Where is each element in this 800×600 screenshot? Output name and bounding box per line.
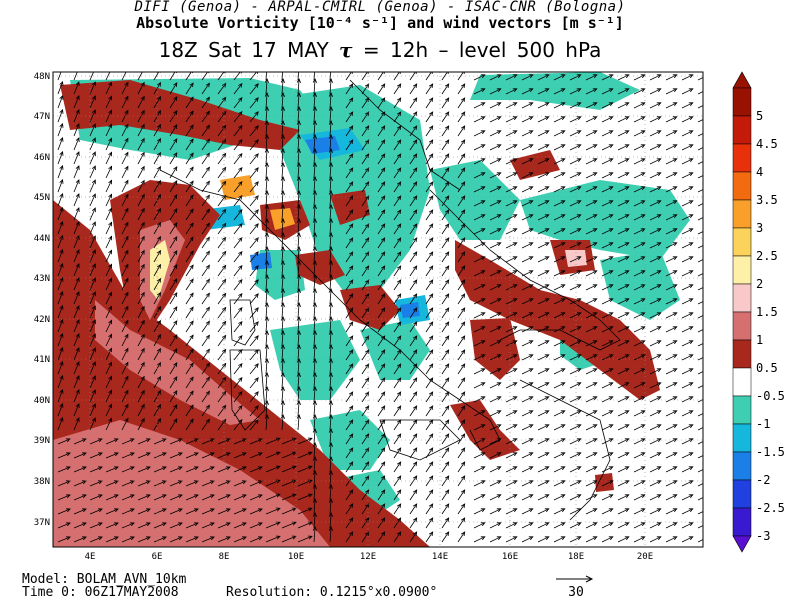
positive-vorticity-greece — [595, 473, 614, 492]
colorbar-segment — [732, 87, 752, 117]
colorbar-segment — [732, 311, 752, 341]
colorbar-label: 3 — [756, 221, 763, 235]
colorbar-segment — [732, 171, 752, 201]
wind-vectors — [57, 72, 703, 543]
lon-label: 20E — [637, 552, 653, 562]
colorbar-segment — [732, 283, 752, 313]
colorbar-top-arrow — [732, 71, 752, 89]
lon-label: 14E — [432, 552, 448, 562]
forecast-date: 18Z Sat 17 MAY — [158, 38, 329, 62]
positive-vorticity-north-ridge — [60, 80, 300, 150]
reference-vector: 30 — [556, 575, 594, 600]
lat-label: 37N — [34, 518, 50, 528]
colorbar-label: 5 — [756, 109, 763, 123]
ligurian-core — [150, 240, 170, 300]
lon-label: 16E — [502, 552, 518, 562]
colorbar-label: 3.5 — [756, 193, 778, 207]
colorbar-label: 0.5 — [756, 361, 778, 375]
colorbar-segment — [732, 339, 752, 369]
lat-label: 41N — [34, 355, 50, 365]
lon-label: 4E — [85, 552, 96, 562]
grid-resolution: Resolution: 0.1215°x0.0900° — [226, 585, 438, 600]
positive-vorticity-inner-band — [95, 300, 260, 425]
tuscan-core — [270, 208, 295, 230]
colorbar-segment — [732, 255, 752, 285]
lon-label: 12E — [360, 552, 376, 562]
colorbar-segment — [732, 507, 752, 537]
lat-label: 39N — [34, 436, 50, 446]
colorbar-label: -1 — [756, 417, 770, 431]
lon-label: 6E — [152, 552, 163, 562]
colorbar-segment — [732, 479, 752, 509]
positive-vorticity-puglia — [470, 318, 520, 380]
latitude-axis: 48N 47N 46N 45N 44N 43N 42N 41N 40N 39N … — [34, 72, 50, 528]
colorbar-bottom-arrow — [732, 535, 752, 553]
map-frame — [52, 71, 704, 548]
time-level-title: 18Z Sat 17 MAY τ = 12h – level 500 hPa — [0, 38, 760, 62]
colorbar-label: 1.5 — [756, 305, 778, 319]
colorbar-label: -3 — [756, 529, 770, 543]
longitude-axis: 4E 6E 8E 10E 12E 14E 16E 18E 20E — [85, 552, 654, 562]
forecast-step-level: = 12h – level 500 hPa — [362, 38, 602, 62]
colorbar-segment — [732, 227, 752, 257]
lat-label: 42N — [34, 315, 50, 325]
reference-vector-label: 30 — [568, 585, 584, 600]
positive-vorticity-central — [330, 190, 370, 225]
positive-vorticity-adriatic — [455, 240, 660, 400]
lat-label: 40N — [34, 396, 50, 406]
lat-label: 43N — [34, 274, 50, 284]
map-gridlines — [53, 72, 703, 547]
lat-label: 45N — [34, 193, 50, 203]
colorbar-label: 2.5 — [756, 249, 778, 263]
colorbar-segment — [732, 143, 752, 173]
lat-label: 38N — [34, 477, 50, 487]
lat-label: 44N — [34, 234, 50, 244]
colorbar-label: -2 — [756, 473, 770, 487]
colorbar-label: -2.5 — [756, 501, 785, 515]
colorbar-segment — [732, 423, 752, 453]
colorbar-segment — [732, 367, 752, 397]
east-core — [565, 250, 587, 267]
colorbar-segment — [732, 115, 752, 145]
colorbar-label: -1.5 — [756, 445, 785, 459]
colorbar: 5 4.5 4 3.5 3 2.5 2 1.5 1 0.5 -0.5 -1 -1.5 -2 -2.5 -3 — [732, 71, 785, 553]
lat-label: 46N — [34, 153, 50, 163]
time-zero: Time 0: 06Z17MAY2008 — [22, 585, 179, 600]
colorbar-label: 2 — [756, 277, 763, 291]
tau-symbol: τ — [339, 38, 353, 62]
colorbar-label: 4.5 — [756, 137, 778, 151]
colorbar-label: 1 — [756, 333, 763, 347]
institutions-line: DIFI (Genoa) - ARPAL-CMIRL (Genoa) - ISA… — [134, 0, 626, 15]
colorbar-segment — [732, 395, 752, 425]
field-title: Absolute Vorticity [10⁻⁴ s⁻¹] and wind v… — [136, 14, 624, 32]
colorbar-segment — [732, 451, 752, 481]
lon-label: 18E — [568, 552, 584, 562]
lat-label: 47N — [34, 112, 50, 122]
colorbar-segment — [732, 199, 752, 229]
model-name: Model: BOLAM_AVN_10km — [22, 572, 187, 587]
lat-label: 48N — [34, 72, 50, 82]
positive-vorticity-tyrrhenian — [295, 250, 345, 285]
colorbar-label: 4 — [756, 165, 763, 179]
positive-vorticity-calabria — [450, 400, 520, 460]
lon-label: 8E — [219, 552, 230, 562]
lon-label: 10E — [288, 552, 304, 562]
colorbar-label: -0.5 — [756, 389, 785, 403]
